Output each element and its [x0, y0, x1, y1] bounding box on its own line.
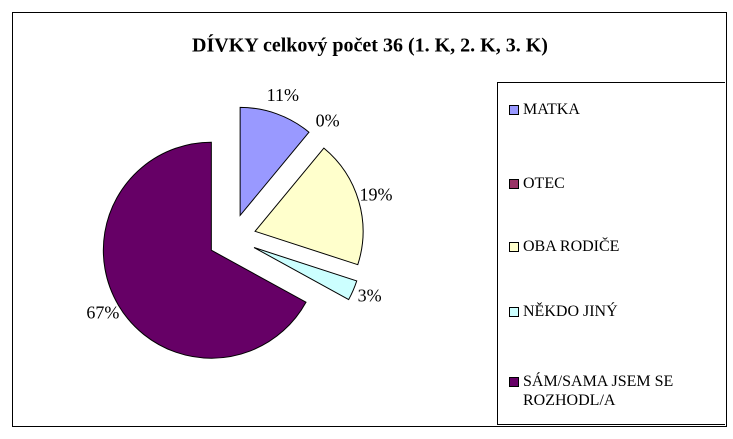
- data-label: 3%: [358, 286, 382, 306]
- pie-slice: [102, 141, 307, 359]
- data-label: 67%: [86, 302, 119, 322]
- pie-slice: [253, 247, 358, 301]
- legend-item: OBA RODIČE: [509, 237, 703, 256]
- data-label: 11%: [267, 85, 299, 105]
- legend-item: NĚKDO JINÝ: [509, 302, 703, 321]
- legend-label: NĚKDO JINÝ: [523, 303, 618, 320]
- data-label: 19%: [360, 184, 393, 204]
- legend-swatch: [509, 179, 519, 189]
- legend-swatch: [509, 242, 519, 252]
- legend-label: OTEC: [523, 175, 565, 192]
- pie-slice: [254, 147, 364, 266]
- legend-label: SÁM/SAMA JSEM SE ROZHODL/A: [523, 373, 674, 409]
- legend-swatch: [509, 377, 519, 387]
- pie-slice: [239, 106, 310, 217]
- data-label: 0%: [316, 111, 340, 131]
- legend-item: OTEC: [509, 174, 703, 193]
- legend: MATKA OTEC OBA RODIČE NĚKDO JINÝ SÁM/SAMA JS…: [497, 82, 725, 425]
- legend-item: MATKA: [509, 100, 703, 119]
- chart-title: DÍVKY celkový počet 36 (1. K, 2. K, 3. K…: [192, 34, 548, 57]
- legend-label: MATKA: [523, 101, 580, 118]
- frame: [12, 12, 727, 427]
- legend-label: OBA RODIČE: [523, 238, 620, 255]
- legend-swatch: [509, 105, 519, 115]
- legend-swatch: [509, 307, 519, 317]
- legend-item: SÁM/SAMA JSEM SE ROZHODL/A: [509, 372, 703, 410]
